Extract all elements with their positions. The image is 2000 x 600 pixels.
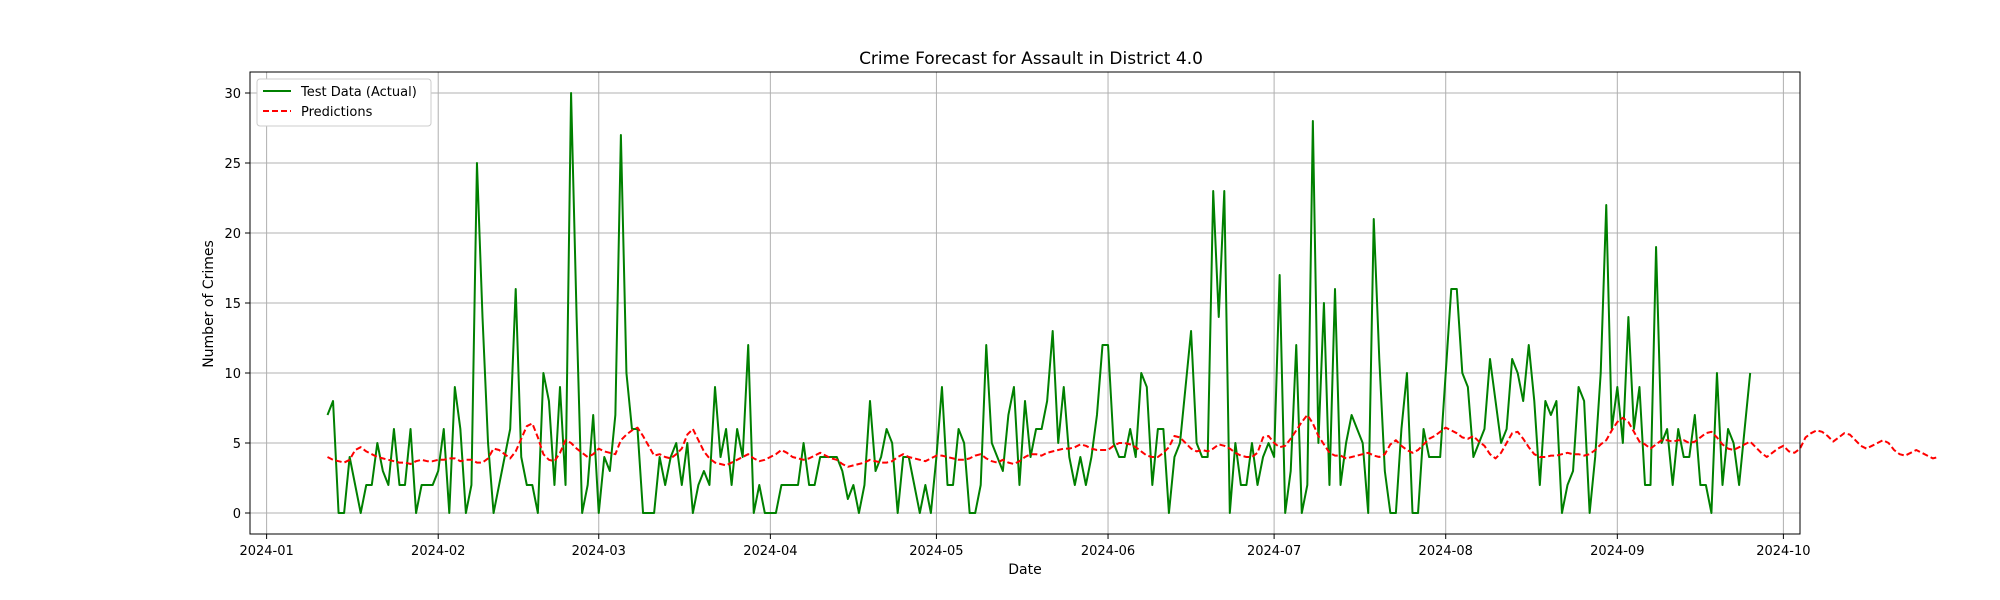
x-tick-label: 2024-01 [239, 544, 293, 559]
x-tick-label: 2024-10 [1756, 544, 1810, 559]
y-tick-label: 20 [224, 227, 241, 242]
x-axis-label: Date [1008, 562, 1041, 578]
legend-label-actual: Test Data (Actual) [300, 85, 417, 100]
x-tick-label: 2024-05 [909, 544, 963, 559]
y-tick-label: 10 [224, 367, 241, 382]
y-axis-label: Number of Crimes [201, 240, 217, 368]
x-tick-label: 2024-04 [743, 544, 797, 559]
x-tick-label: 2024-09 [1590, 544, 1644, 559]
y-tick-label: 25 [224, 157, 241, 172]
legend: Test Data (Actual) Predictions [256, 78, 432, 127]
x-tick-label: 2024-08 [1419, 544, 1473, 559]
x-tick-label: 2024-06 [1081, 544, 1135, 559]
y-tick-label: 5 [233, 437, 241, 452]
series-line-test-data-actual [326, 92, 1752, 514]
legend-label-predictions: Predictions [301, 105, 373, 120]
legend-box [256, 78, 432, 127]
chart-title: Crime Forecast for Assault in District 4… [859, 49, 1203, 69]
x-axis-ticks: 2024-01 2024-02 2024-03 2024-04 2024-05 2024-… [239, 534, 1811, 559]
series-line-predictions [327, 414, 1939, 468]
y-axis-ticks: 0 5 10 15 20 25 30 [224, 87, 250, 522]
series-lines [326, 92, 1939, 514]
x-tick-label: 2024-03 [572, 544, 626, 559]
x-tick-label: 2024-07 [1247, 544, 1301, 559]
y-tick-label: 0 [233, 507, 241, 522]
x-tick-label: 2024-02 [411, 544, 465, 559]
y-tick-label: 15 [224, 297, 241, 312]
grid-lines [250, 72, 1800, 534]
y-tick-label: 30 [224, 87, 241, 102]
